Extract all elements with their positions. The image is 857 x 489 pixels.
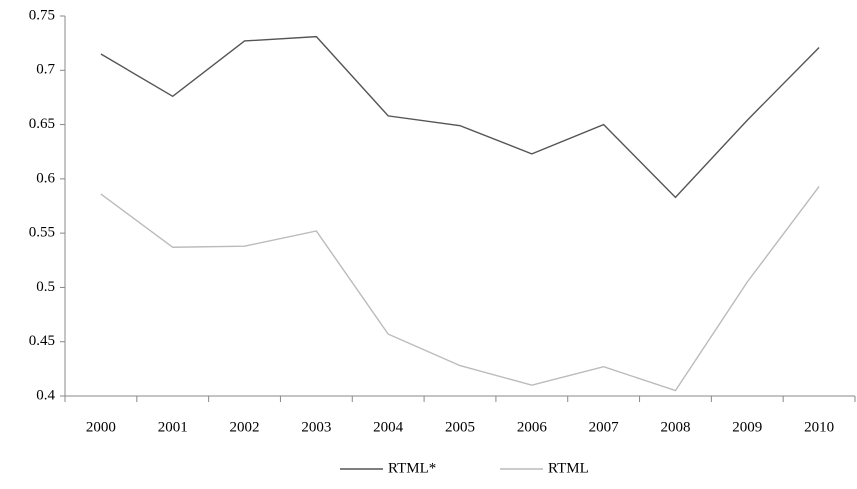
y-tick-label: 0.7 (36, 62, 55, 78)
y-tick-label: 0.45 (29, 333, 55, 349)
x-tick-label: 2005 (445, 419, 475, 435)
x-tick-label: 2000 (86, 419, 116, 435)
y-tick-label: 0.5 (36, 279, 55, 295)
x-tick-label: 2002 (230, 419, 260, 435)
x-tick-label: 2006 (517, 419, 548, 435)
x-tick-label: 2010 (804, 419, 834, 435)
x-tick-label: 2001 (158, 419, 188, 435)
legend-label: RTML* (388, 460, 436, 476)
x-tick-label: 2003 (301, 419, 331, 435)
series-line (100, 35, 820, 199)
y-tick-label: 0.6 (36, 170, 55, 186)
x-tick-label: 2004 (373, 419, 404, 435)
x-tick-label: 2008 (660, 419, 690, 435)
series-line (100, 186, 820, 392)
y-tick-label: 0.75 (29, 7, 55, 23)
y-tick-label: 0.65 (29, 116, 55, 132)
x-tick-label: 2007 (589, 419, 620, 435)
legend-label: RTML (548, 460, 589, 476)
y-tick-label: 0.55 (29, 225, 55, 241)
x-tick-label: 2009 (732, 419, 762, 435)
y-tick-label: 0.4 (36, 387, 55, 403)
